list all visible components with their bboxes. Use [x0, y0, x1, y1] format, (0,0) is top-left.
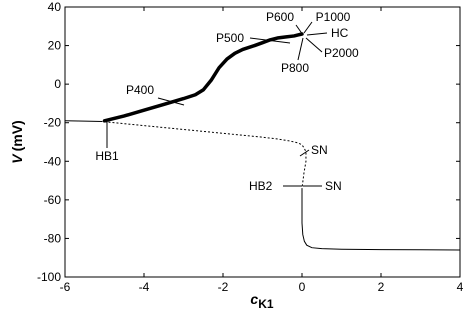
annotation-label: P800: [281, 61, 309, 75]
annotation-label: HB1: [95, 149, 119, 163]
x-tick-label: -6: [60, 280, 71, 294]
x-axis-label: cK1: [250, 291, 273, 311]
y-tick-label: -20: [44, 116, 62, 130]
annotation-label: SN: [311, 143, 328, 157]
curve-dotted: [104, 121, 307, 189]
y-tick-label: -60: [44, 193, 62, 207]
annotation-leader: [303, 21, 313, 34]
x-tick-label: 0: [299, 280, 306, 294]
y-tick-label: 0: [54, 77, 61, 91]
annotation-label: P600: [266, 10, 294, 24]
annotation-leader: [295, 24, 304, 36]
x-tick-label: 2: [378, 280, 385, 294]
plot-frame: [64, 6, 461, 278]
annotation-label: P1000: [316, 10, 351, 24]
curve-solid-thin: [64, 120, 103, 123]
y-axis-label: V (mV): [9, 120, 25, 163]
y-axis-label-main: V: [9, 153, 25, 164]
curve-solid-thin: [301, 188, 461, 251]
x-tick-label: 4: [457, 280, 464, 294]
y-tick-label: 40: [48, 0, 62, 14]
y-tick-label: -80: [44, 231, 62, 245]
x-axis-label-main: c: [250, 291, 258, 307]
y-tick-label: -100: [37, 270, 61, 284]
annotation-label: P400: [126, 83, 154, 97]
annotation-leader: [297, 37, 304, 61]
y-tick-label: 20: [48, 39, 62, 53]
annotation-leader: [306, 32, 328, 36]
y-axis-label-units: (mV): [9, 120, 25, 151]
annotation-label: HB2: [249, 179, 273, 193]
annotation-leader: [249, 37, 291, 44]
annotation-label: HC: [331, 26, 349, 40]
curve-solid-thick: [102, 32, 304, 123]
x-tick-label: -4: [139, 280, 150, 294]
annotation-leader: [305, 37, 323, 53]
annotation-label: P500: [216, 31, 244, 45]
annotation-label: P2000: [324, 46, 359, 60]
annotation-leader: [157, 97, 185, 106]
axis-ticks: [64, 6, 461, 278]
annotation-leader: [299, 149, 310, 157]
curves: [64, 32, 461, 251]
x-tick-label: -2: [218, 280, 229, 294]
annotation-label: SN: [325, 179, 342, 193]
y-tick-label: -40: [44, 154, 62, 168]
x-axis-label-sub: K1: [258, 297, 274, 311]
annotations: HB1 P400 P500 P600 P1000 HC P800 P2000 SN HB2 SN: [95, 10, 359, 196]
